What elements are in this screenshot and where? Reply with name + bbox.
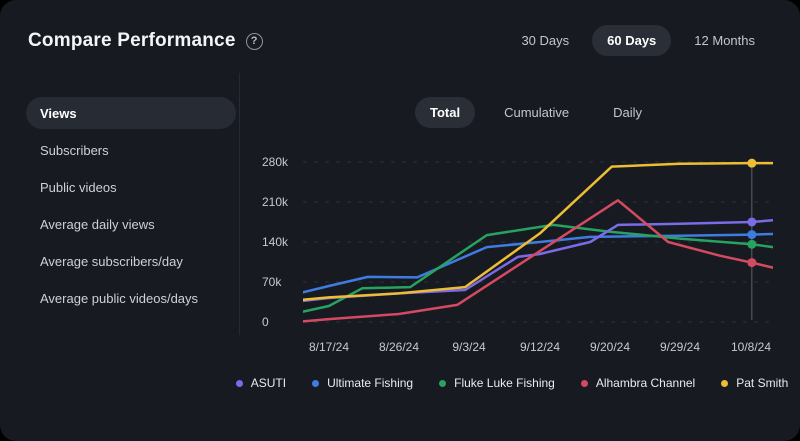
legend-item-fluke-luke-fishing[interactable]: Fluke Luke Fishing — [439, 376, 555, 390]
series-line-fluke-luke-fishing — [303, 223, 773, 313]
series-line-alhambra-channel — [303, 199, 773, 323]
range-tab-30-days[interactable]: 30 Days — [521, 33, 570, 48]
sidebar-divider — [239, 73, 240, 335]
header: Compare Performance ? — [28, 30, 263, 52]
sidebar-item-average-public-videos-days[interactable]: Average public videos/days — [40, 290, 199, 306]
chart-mode-tabs: Total Cumulative Daily — [415, 97, 657, 128]
legend-label: Alhambra Channel — [595, 376, 696, 390]
series-dot-ultimate-fishing — [747, 230, 757, 240]
x-axis-label-9-3-24: 9/3/24 — [452, 340, 486, 354]
sidebar-item-average-daily-views[interactable]: Average daily views — [40, 216, 155, 232]
y-axis-label-0: 0 — [262, 315, 269, 329]
legend-label: ASUTI — [250, 376, 287, 390]
legend-item-alhambra-channel[interactable]: Alhambra Channel — [580, 376, 696, 390]
x-axis-label-9-29-24: 9/29/24 — [659, 340, 701, 354]
series-line-pat-smith — [303, 161, 773, 301]
x-axis-label-9-20-24: 9/20/24 — [589, 340, 631, 354]
legend-dot-asuti — [235, 379, 243, 387]
x-axis-label-8-26-24: 8/26/24 — [378, 340, 420, 354]
series-dot-pat-smith — [747, 158, 757, 168]
legend-item-asuti[interactable]: ASUTI — [235, 376, 287, 390]
series-dot-asuti — [747, 217, 757, 227]
line-chart[interactable] — [303, 152, 773, 337]
page-title: Compare Performance — [28, 30, 236, 51]
legend-dot-alhambra-channel — [580, 379, 588, 387]
legend-dot-ultimate-fishing — [312, 379, 320, 387]
y-axis-label-70k: 70k — [262, 275, 282, 289]
series-dot-alhambra-channel — [747, 258, 757, 268]
y-axis-label-280k: 280k — [262, 155, 289, 169]
series-line-ultimate-fishing — [303, 232, 773, 294]
legend-dot-pat-smith — [721, 379, 729, 387]
x-axis-label-10-8-24: 10/8/24 — [730, 340, 772, 354]
legend-label: Ultimate Fishing — [327, 376, 414, 390]
mode-tab-daily[interactable]: Daily — [613, 105, 643, 120]
range-tab-12-months[interactable]: 12 Months — [694, 33, 755, 48]
x-axis-label-9-12-24: 9/12/24 — [519, 340, 561, 354]
legend-label: Fluke Luke Fishing — [454, 376, 555, 390]
legend-item-ultimate-fishing[interactable]: Ultimate Fishing — [312, 376, 413, 390]
legend-label: Pat Smith — [736, 376, 789, 390]
mode-tab-total[interactable]: Total — [415, 97, 476, 128]
legend-item-pat-smith[interactable]: Pat Smith — [721, 376, 788, 390]
metric-sidebar: Views Subscribers Public videos Average dai… — [26, 97, 236, 319]
legend-dot-fluke-luke-fishing — [439, 379, 447, 387]
y-axis-label-140k: 140k — [262, 235, 289, 249]
date-range-tabs: 30 Days 60 Days 12 Months — [506, 25, 770, 56]
sidebar-item-public-videos[interactable]: Public videos — [40, 179, 117, 195]
sidebar-item-views[interactable]: Views — [26, 97, 236, 129]
x-axis-label-8-17-24: 8/17/24 — [308, 340, 350, 354]
mode-tab-cumulative[interactable]: Cumulative — [504, 105, 570, 120]
sidebar-item-subscribers[interactable]: Subscribers — [40, 142, 109, 158]
series-dot-fluke-luke-fishing — [747, 239, 757, 249]
range-tab-60-days[interactable]: 60 Days — [592, 25, 672, 56]
chart-legend: ASUTI Ultimate Fishing Fluke Luke Fishing A… — [235, 376, 788, 390]
help-icon[interactable]: ? — [245, 32, 263, 50]
y-axis-label-210k: 210k — [262, 195, 289, 209]
sidebar-item-average-subscribers-day[interactable]: Average subscribers/day — [40, 253, 183, 269]
